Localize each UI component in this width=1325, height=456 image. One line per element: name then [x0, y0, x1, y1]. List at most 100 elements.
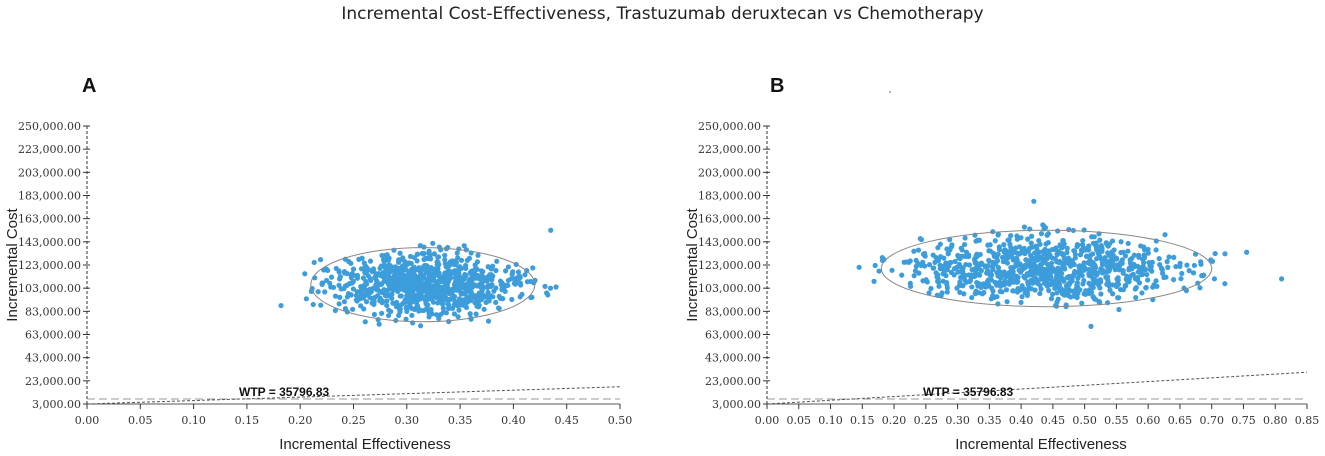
x-tick-label: 0.65: [1168, 414, 1193, 427]
data-point: [996, 246, 1003, 253]
data-point: [1003, 254, 1009, 260]
data-point: [368, 289, 374, 295]
data-point: [960, 253, 966, 259]
y-tick-label: 63,000.00: [25, 329, 81, 342]
data-point: [1071, 270, 1077, 276]
data-point: [1166, 254, 1172, 260]
data-point: [460, 275, 466, 281]
data-point: [385, 254, 391, 261]
data-point: [420, 251, 426, 257]
data-point: [1002, 247, 1008, 253]
data-point: [470, 275, 476, 282]
data-point: [1091, 296, 1097, 302]
data-point: [1098, 267, 1104, 273]
data-point: [456, 246, 462, 252]
data-point: [405, 269, 411, 275]
data-point: [505, 264, 511, 270]
data-point: [1060, 252, 1067, 259]
data-point: [1063, 283, 1069, 289]
data-point: [1074, 282, 1080, 288]
data-point: [1178, 276, 1184, 282]
data-point: [338, 286, 344, 292]
data-point: [944, 267, 950, 273]
data-point: [454, 250, 460, 256]
data-point: [957, 281, 963, 287]
data-point: [332, 307, 338, 314]
data-point: [1021, 245, 1027, 251]
data-point: [475, 252, 481, 258]
data-point: [408, 295, 414, 302]
data-point: [436, 315, 442, 322]
data-point: [413, 296, 419, 303]
data-point: [1080, 281, 1086, 287]
data-point: [374, 285, 380, 291]
data-point: [1019, 294, 1025, 300]
data-point: [388, 285, 394, 292]
data-point: [393, 282, 400, 288]
data-point: [936, 283, 942, 289]
data-point: [376, 321, 382, 327]
data-point: [1184, 262, 1190, 268]
data-point: [915, 247, 922, 253]
wtp-line: [766, 371, 1308, 405]
data-point: [362, 319, 368, 325]
data-point: [1153, 278, 1159, 284]
data-point: [1066, 227, 1072, 233]
data-point: [530, 265, 536, 271]
x-tick-label: 0.80: [1263, 414, 1288, 427]
data-point: [426, 250, 432, 256]
data-point: [928, 285, 934, 292]
data-point: [879, 255, 885, 261]
data-point: [461, 243, 467, 249]
data-point: [1062, 258, 1068, 265]
x-tick-label: 0.20: [882, 414, 907, 427]
data-point: [410, 320, 416, 326]
data-point: [1118, 249, 1124, 256]
panel-b: B 3,000.00 23,000.00 43,000.00 63,000.00 83,0…: [684, 75, 1319, 453]
data-point: [489, 277, 495, 283]
data-point: [1134, 263, 1141, 269]
data-point: [400, 301, 406, 307]
data-point: [995, 232, 1001, 238]
x-tick-label: 0.10: [181, 414, 206, 427]
data-point: [404, 290, 411, 296]
data-point: [1197, 285, 1203, 291]
data-point: [1164, 259, 1170, 265]
data-point: [493, 285, 499, 291]
data-point: [485, 264, 491, 270]
data-point: [962, 235, 968, 241]
data-point: [1099, 248, 1105, 254]
data-point: [336, 301, 342, 307]
data-point: [1145, 250, 1151, 256]
data-point: [983, 264, 989, 270]
data-point: [445, 286, 452, 292]
data-point: [379, 252, 385, 259]
data-point: [553, 284, 559, 290]
x-tick-label: 0.35: [448, 414, 473, 427]
data-point: [496, 305, 502, 312]
data-point: [944, 279, 950, 286]
data-point: [1025, 236, 1031, 242]
data-point: [426, 274, 432, 280]
data-point: [367, 258, 374, 264]
data-point: [1103, 258, 1109, 265]
data-point: [490, 294, 496, 300]
data-point: [442, 252, 448, 258]
data-point: [404, 261, 410, 267]
data-point: [418, 278, 424, 285]
data-point: [416, 265, 422, 271]
data-point: [458, 257, 465, 263]
data-point: [354, 275, 361, 281]
data-point: [1171, 254, 1177, 260]
data-point: [990, 259, 996, 266]
data-point: [1054, 252, 1060, 258]
data-point: [981, 289, 987, 296]
data-point: [452, 258, 458, 264]
data-point: [476, 302, 482, 308]
data-point: [916, 270, 922, 276]
data-point: [1054, 290, 1060, 296]
data-point: [1047, 274, 1053, 280]
data-point: [485, 274, 491, 280]
data-point: [1003, 287, 1010, 293]
y-tick-label: 63,000.00: [705, 329, 761, 342]
